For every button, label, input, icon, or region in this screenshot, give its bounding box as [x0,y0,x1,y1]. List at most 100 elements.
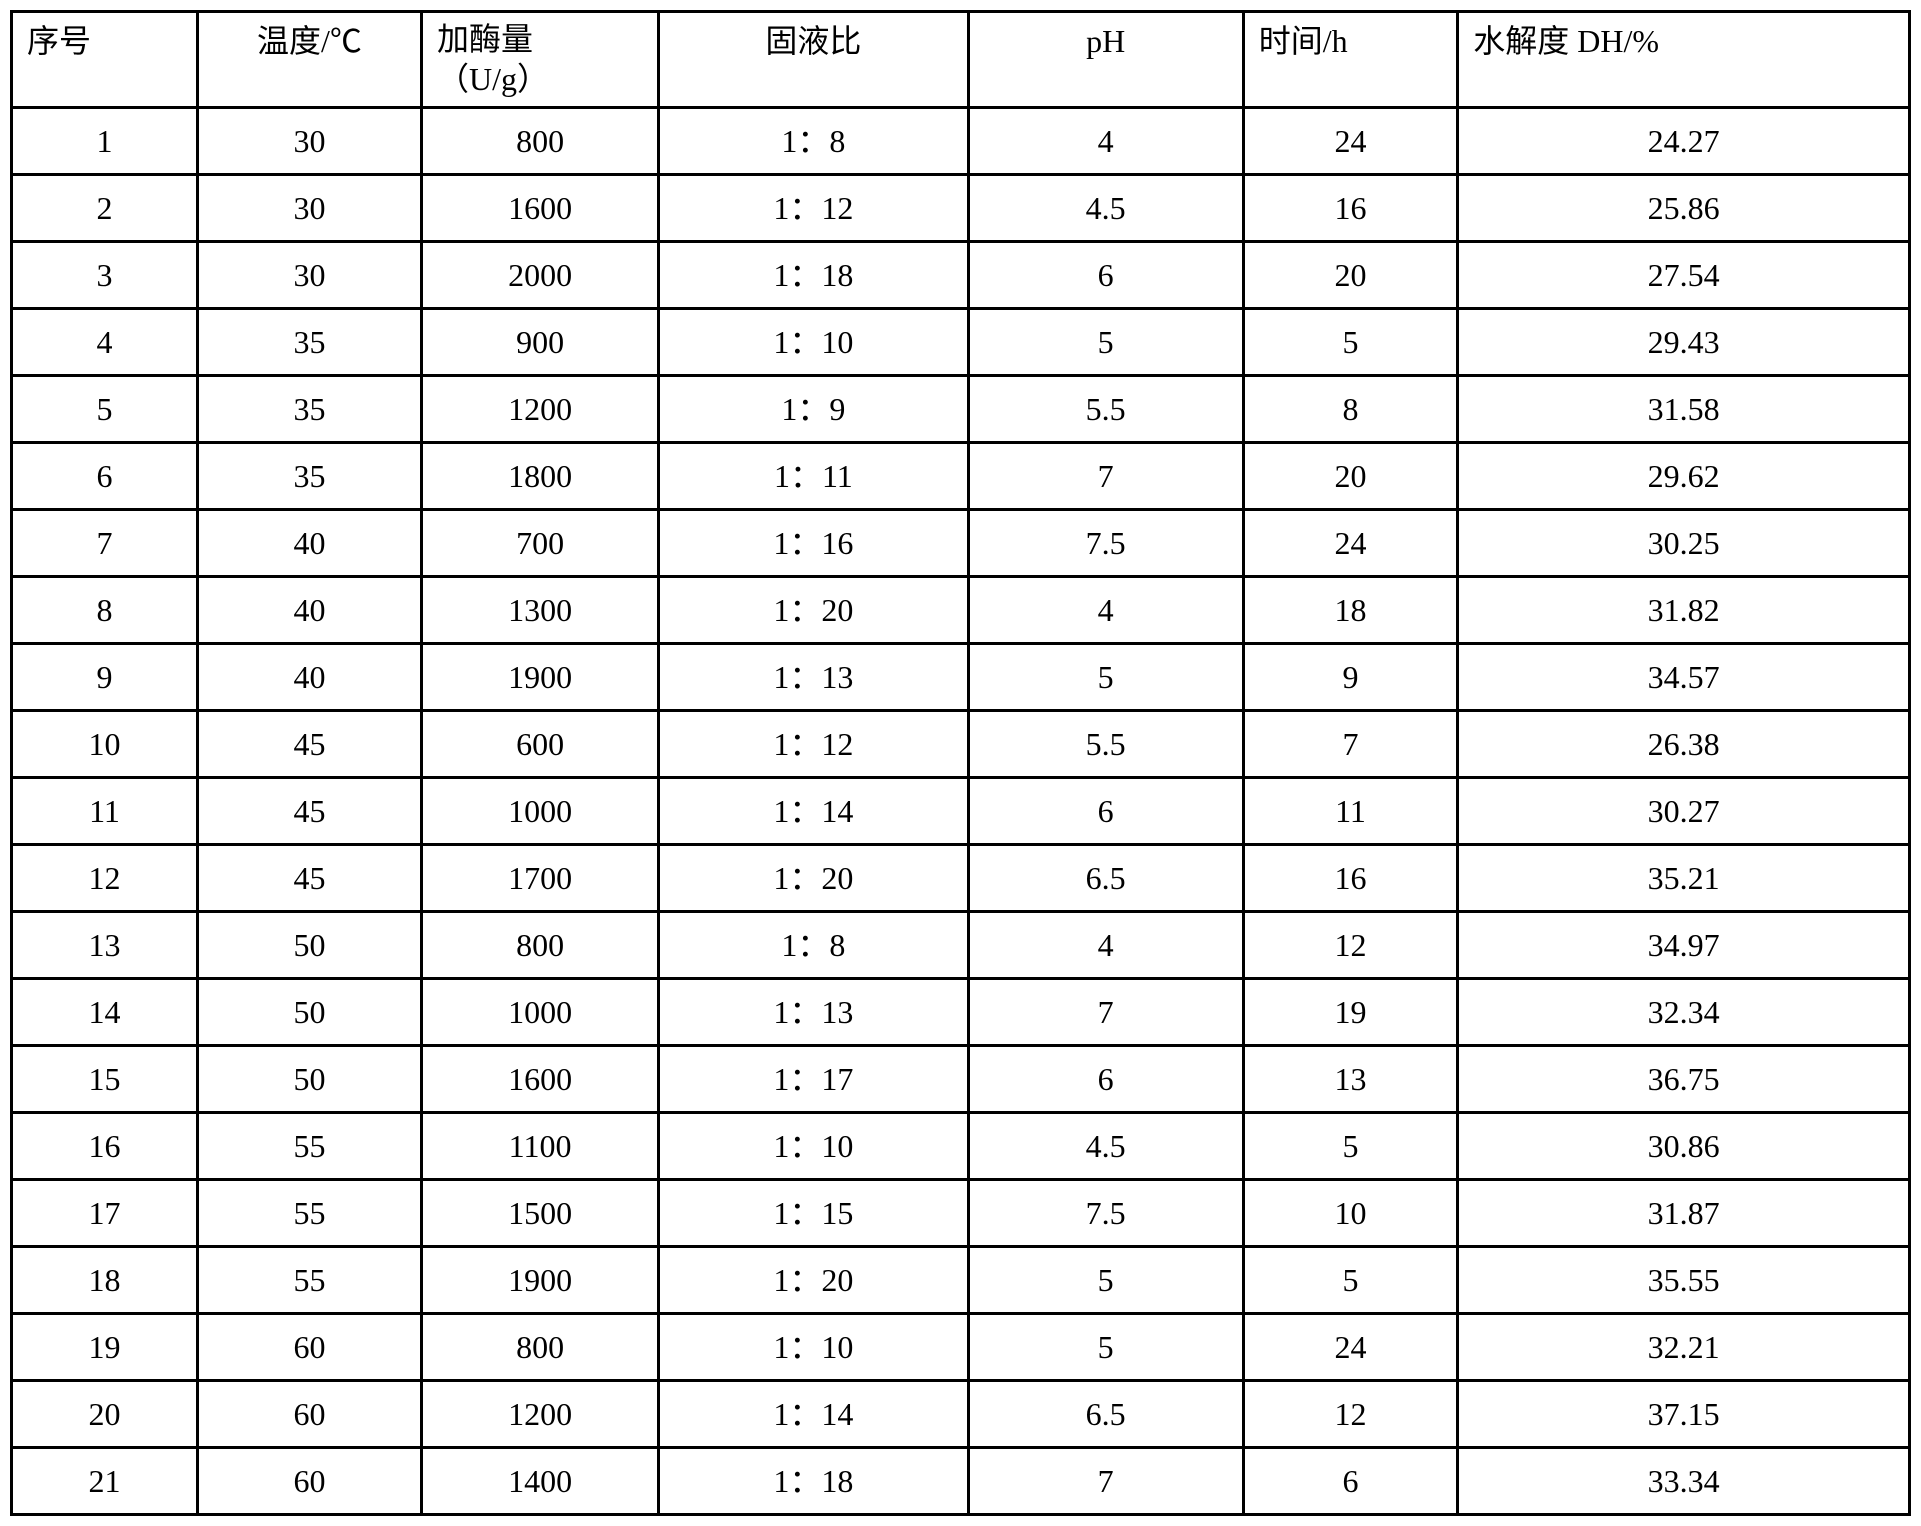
table-cell: 13 [12,912,198,979]
table-cell: 40 [198,644,422,711]
table-row: 155016001：1761336.75 [12,1046,1910,1113]
table-cell: 15 [12,1046,198,1113]
table-cell: 800 [421,912,658,979]
table-cell: 6.5 [968,1381,1243,1448]
table-cell: 7 [1243,711,1457,778]
table-cell: 7 [968,1448,1243,1515]
table-cell: 12 [12,845,198,912]
table-cell: 1：10 [659,1314,968,1381]
table-cell: 30.86 [1458,1113,1910,1180]
table-cell: 11 [1243,778,1457,845]
table-cell: 9 [1243,644,1457,711]
table-cell: 1900 [421,1247,658,1314]
table-cell: 50 [198,912,422,979]
table-row: 124517001：206.51635.21 [12,845,1910,912]
table-cell: 5 [968,309,1243,376]
table-cell: 1：18 [659,1448,968,1515]
table-cell: 1200 [421,1381,658,1448]
table-cell: 700 [421,510,658,577]
table-cell: 30 [198,108,422,175]
table-cell: 16 [12,1113,198,1180]
table-body: 1308001：842424.2723016001：124.51625.8633… [12,108,1910,1515]
table-cell: 33.34 [1458,1448,1910,1515]
table-cell: 35.55 [1458,1247,1910,1314]
table-cell: 27.54 [1458,242,1910,309]
table-row: 53512001：95.5831.58 [12,376,1910,443]
table-cell: 6.5 [968,845,1243,912]
table-cell: 1：13 [659,644,968,711]
table-row: 19608001：1052432.21 [12,1314,1910,1381]
table-cell: 1：8 [659,108,968,175]
table-cell: 29.62 [1458,443,1910,510]
table-row: 185519001：205535.55 [12,1247,1910,1314]
table-row: 206012001：146.51237.15 [12,1381,1910,1448]
table-cell: 1：16 [659,510,968,577]
table-cell: 55 [198,1247,422,1314]
table-header-row: 序号 温度/℃ 加酶量 （U/g） 固液比 pH 时间/h 水解度 DH/% [12,12,1910,108]
table-cell: 20 [1243,242,1457,309]
table-row: 10456001：125.5726.38 [12,711,1910,778]
table-cell: 30.25 [1458,510,1910,577]
table-cell: 4 [12,309,198,376]
table-row: 216014001：187633.34 [12,1448,1910,1515]
table-cell: 31.82 [1458,577,1910,644]
table-cell: 1：8 [659,912,968,979]
table-cell: 5 [968,1247,1243,1314]
table-cell: 7 [968,443,1243,510]
table-cell: 40 [198,577,422,644]
table-cell: 1：20 [659,577,968,644]
table-cell: 50 [198,979,422,1046]
table-cell: 9 [12,644,198,711]
col-header-dh: 水解度 DH/% [1458,12,1910,108]
table-cell: 4.5 [968,1113,1243,1180]
table-cell: 7 [968,979,1243,1046]
table-cell: 1：13 [659,979,968,1046]
table-cell: 35.21 [1458,845,1910,912]
table-cell: 21 [12,1448,198,1515]
table-cell: 1600 [421,1046,658,1113]
table-cell: 60 [198,1448,422,1515]
table-cell: 5 [1243,1113,1457,1180]
table-cell: 10 [1243,1180,1457,1247]
table-cell: 18 [1243,577,1457,644]
table-cell: 12 [1243,1381,1457,1448]
table-cell: 10 [12,711,198,778]
table-cell: 1600 [421,175,658,242]
col-header-index: 序号 [12,12,198,108]
col-header-temp: 温度/℃ [198,12,422,108]
table-cell: 800 [421,1314,658,1381]
table-cell: 16 [1243,175,1457,242]
table-cell: 1：9 [659,376,968,443]
table-cell: 30 [198,242,422,309]
table-cell: 32.21 [1458,1314,1910,1381]
table-cell: 36.75 [1458,1046,1910,1113]
table-cell: 4 [968,577,1243,644]
table-cell: 1700 [421,845,658,912]
col-header-enzyme: 加酶量 （U/g） [421,12,658,108]
table-cell: 55 [198,1113,422,1180]
table-cell: 6 [968,778,1243,845]
table-cell: 20 [12,1381,198,1448]
table-cell: 1：14 [659,778,968,845]
table-cell: 1900 [421,644,658,711]
table-cell: 1000 [421,778,658,845]
table-cell: 2000 [421,242,658,309]
table-cell: 11 [12,778,198,845]
table-cell: 24 [1243,510,1457,577]
table-cell: 5 [12,376,198,443]
table-cell: 45 [198,711,422,778]
table-cell: 5.5 [968,711,1243,778]
table-cell: 60 [198,1314,422,1381]
table-cell: 8 [1243,376,1457,443]
table-cell: 1：20 [659,1247,968,1314]
table-cell: 7.5 [968,510,1243,577]
table-row: 94019001：135934.57 [12,644,1910,711]
table-cell: 14 [12,979,198,1046]
table-cell: 12 [1243,912,1457,979]
table-row: 175515001：157.51031.87 [12,1180,1910,1247]
table-cell: 18 [12,1247,198,1314]
table-cell: 8 [12,577,198,644]
table-cell: 26.38 [1458,711,1910,778]
table-cell: 6 [12,443,198,510]
table-cell: 13 [1243,1046,1457,1113]
